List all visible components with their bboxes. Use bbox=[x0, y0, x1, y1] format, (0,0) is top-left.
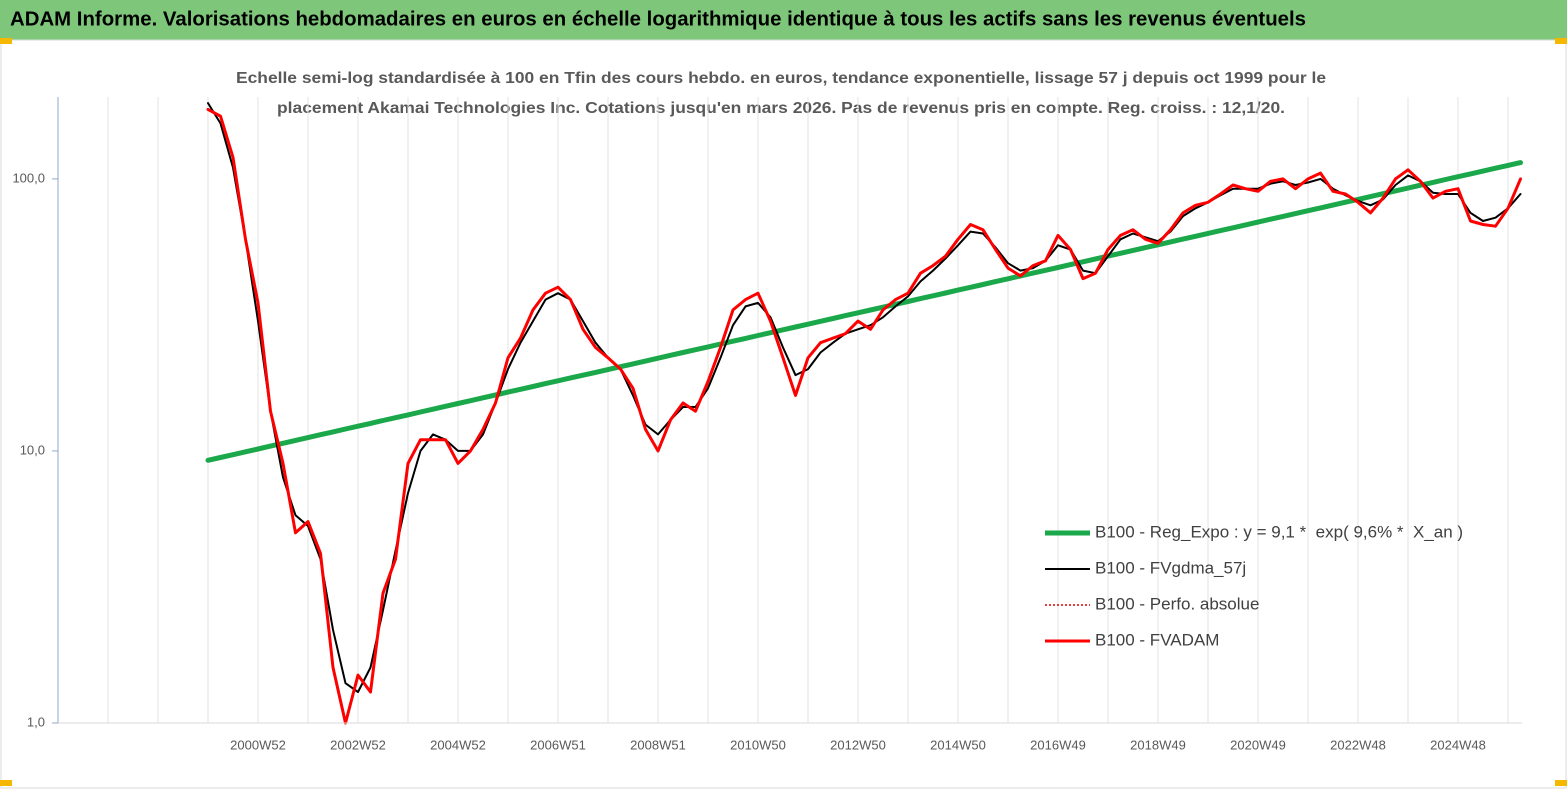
y-tick-label: 1,0 bbox=[27, 714, 45, 729]
legend-label: B100 - Reg_Expo : y = 9,1 * exp( 9,6% * … bbox=[1095, 522, 1463, 541]
chart-title: ADAM Informe. Valorisations hebdomadaire… bbox=[10, 8, 1306, 30]
x-tick-label: 2016W49 bbox=[1030, 737, 1086, 752]
x-tick-label: 2018W49 bbox=[1130, 737, 1186, 752]
x-tick-label: 2022W48 bbox=[1330, 737, 1386, 752]
x-tick-label: 2024W48 bbox=[1430, 737, 1486, 752]
x-tick-label: 2010W50 bbox=[730, 737, 786, 752]
corner bbox=[1555, 38, 1567, 44]
x-tick-label: 2014W50 bbox=[930, 737, 986, 752]
chart-subtitle: placement Akamai Technologies Inc. Cotat… bbox=[277, 100, 1285, 117]
legend-label: B100 - Perfo. absolue bbox=[1095, 594, 1259, 613]
x-tick-label: 2020W49 bbox=[1230, 737, 1286, 752]
y-tick-label: 10,0 bbox=[20, 442, 45, 457]
corner bbox=[0, 38, 12, 44]
x-tick-label: 2006W51 bbox=[530, 737, 586, 752]
x-tick-label: 2008W51 bbox=[630, 737, 686, 752]
x-tick-label: 2000W52 bbox=[230, 737, 286, 752]
x-tick-label: 2012W50 bbox=[830, 737, 886, 752]
x-tick-label: 2004W52 bbox=[430, 737, 486, 752]
corner bbox=[0, 780, 12, 786]
chart-subtitle: Echelle semi-log standardisée à 100 en T… bbox=[236, 70, 1326, 87]
title-bar bbox=[0, 0, 1567, 40]
series-line bbox=[206, 107, 1522, 725]
legend-label: B100 - FVADAM bbox=[1095, 630, 1219, 649]
series-line bbox=[205, 160, 1523, 463]
corner bbox=[1555, 780, 1567, 786]
legend-label: B100 - FVgdma_57j bbox=[1095, 558, 1246, 577]
x-tick-label: 2002W52 bbox=[330, 737, 386, 752]
frame bbox=[0, 39, 1567, 789]
y-tick-label: 100,0 bbox=[12, 170, 45, 185]
